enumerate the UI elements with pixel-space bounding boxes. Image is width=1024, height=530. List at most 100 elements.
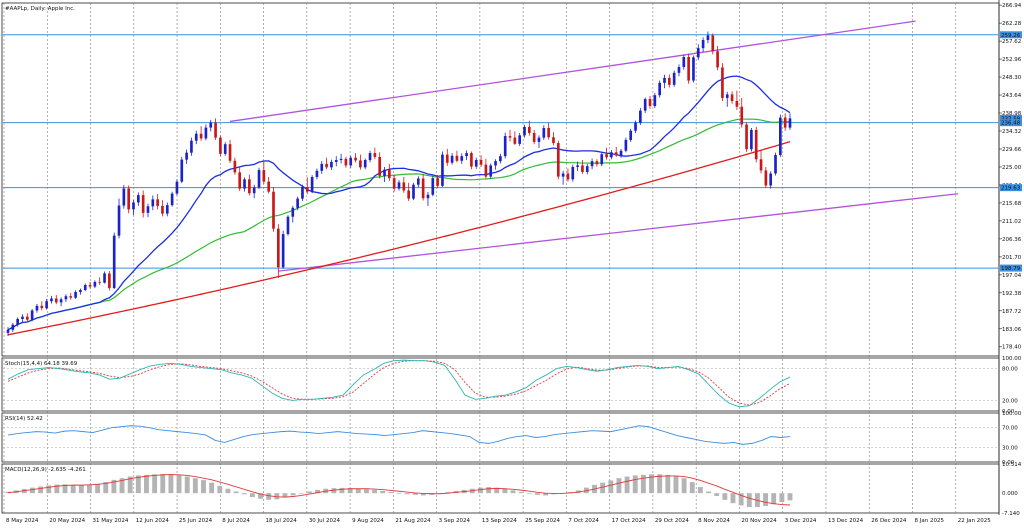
macd-histogram-bar: [266, 493, 272, 500]
candle-body: [117, 205, 121, 236]
macd-histogram-bar: [787, 493, 793, 501]
candle-body: [397, 182, 401, 189]
candle-body: [151, 199, 155, 207]
price-label-box: [1000, 31, 1022, 39]
macd-histogram-bar: [62, 484, 68, 494]
candle-body: [556, 143, 560, 177]
macd-histogram-bar: [412, 493, 418, 495]
candle-body: [494, 161, 497, 166]
candle-body: [585, 166, 589, 172]
macd-histogram-bar: [306, 491, 312, 494]
rsi-y-tick: 0.00: [1002, 460, 1015, 466]
candle-body: [547, 127, 550, 138]
candle-body: [137, 195, 140, 203]
candle-body: [262, 170, 266, 182]
candle-body: [214, 122, 217, 138]
macd-histogram-bar: [168, 474, 174, 494]
candle-body: [605, 154, 608, 158]
candle-body: [706, 35, 710, 41]
macd-histogram-bar: [46, 485, 52, 494]
candle-body: [639, 110, 642, 123]
macd-histogram-bar: [673, 475, 679, 494]
candle-body: [783, 117, 787, 128]
ma-slow-line: [7, 141, 791, 336]
candle-body: [296, 198, 299, 208]
pane-frame-price: [1, 2, 1000, 357]
candle-body: [692, 57, 695, 81]
macd-histogram-bar: [355, 488, 361, 494]
candle-body: [716, 51, 719, 68]
macd-histogram-bar: [225, 488, 231, 494]
candle-body: [127, 188, 131, 210]
candle-body: [503, 136, 507, 157]
rsi-y-tick: 30.00: [1002, 445, 1018, 451]
macd-histogram-bar: [518, 492, 524, 494]
y-tick-label: 234.32: [1002, 129, 1021, 135]
macd-histogram-bar: [209, 482, 215, 494]
macd-histogram-bar: [420, 493, 426, 496]
y-tick-label: 197.04: [1002, 273, 1022, 279]
x-tick-label: 20 Nov 2024: [741, 518, 777, 524]
candle-body: [774, 155, 777, 174]
macd-histogram-bar: [331, 488, 337, 494]
macd-histogram-bar: [282, 493, 288, 498]
macd-histogram-bar: [608, 480, 614, 494]
candle-body: [750, 129, 753, 150]
candle-body: [561, 173, 565, 177]
candle-body: [672, 72, 676, 85]
candle-body: [349, 157, 353, 166]
macd-histogram-bar: [763, 493, 769, 506]
candle-body: [436, 178, 439, 186]
candle-body: [508, 136, 512, 138]
candle-body: [474, 160, 478, 167]
macd-histogram-bar: [771, 493, 777, 505]
candle-body: [431, 178, 435, 195]
candle-body: [238, 172, 242, 189]
candle-body: [412, 184, 415, 199]
candle-body: [663, 77, 666, 83]
candle-body: [460, 156, 464, 161]
candle-body: [69, 296, 73, 298]
macd-histogram-bar: [290, 493, 296, 496]
macd-histogram-bar: [445, 492, 451, 494]
macd-histogram-bar: [632, 475, 638, 494]
candle-body: [677, 67, 681, 73]
candle-body: [40, 305, 44, 309]
candle-body: [339, 158, 343, 161]
macd-histogram-bar: [706, 491, 711, 494]
candle-body: [344, 158, 348, 166]
candle-body: [267, 181, 270, 192]
y-tick-label: 215.68: [1002, 201, 1022, 207]
x-tick-label: 12 Jun 2024: [136, 518, 170, 524]
candle-body: [180, 159, 184, 182]
candle-body: [50, 298, 53, 302]
y-tick-label: 262.28: [1002, 21, 1022, 27]
candle-body: [257, 170, 261, 188]
macd-histogram-bar: [119, 478, 125, 494]
candle-body: [243, 179, 246, 189]
stoch-main-line: [7, 359, 791, 408]
macd-histogram-bar: [258, 493, 263, 499]
x-tick-label: 13 Dec 2024: [828, 518, 864, 524]
candle-body: [190, 140, 193, 153]
x-tick-label: 8 May 2024: [6, 518, 39, 524]
candle-body: [721, 67, 724, 98]
price-label-box: [1000, 264, 1022, 272]
macd-histogram-bar: [339, 487, 345, 494]
candle-body: [88, 285, 92, 287]
candle-body: [108, 273, 111, 289]
price-label-box: [1000, 184, 1022, 192]
candle-body: [25, 316, 29, 320]
macd-histogram-bar: [535, 493, 540, 495]
macd-signal-line: [7, 474, 791, 506]
candle-body: [518, 135, 522, 144]
candle-body: [455, 155, 459, 161]
candle-body: [730, 94, 734, 101]
macd-histogram-bar: [714, 493, 720, 496]
x-tick-label: 30 Jul 2024: [309, 518, 341, 524]
y-tick-label: 243.64: [1002, 93, 1022, 99]
candle-body: [228, 144, 232, 161]
x-tick-label: 7 Oct 2024: [568, 518, 599, 524]
